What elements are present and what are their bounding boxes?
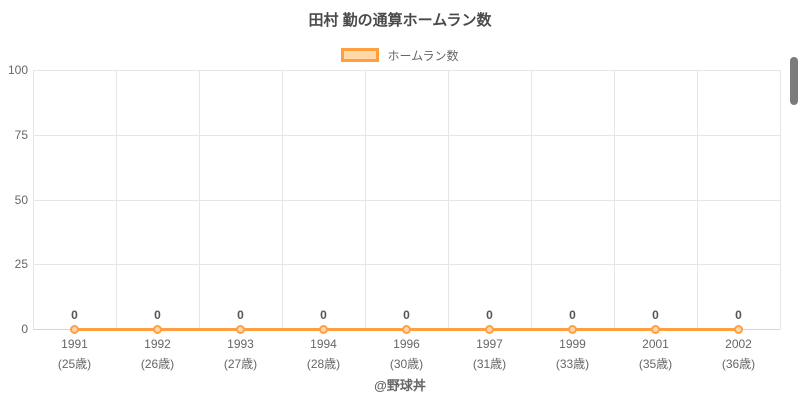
x-gridline — [614, 70, 615, 329]
data-point[interactable] — [402, 324, 411, 334]
x-gridline — [33, 70, 34, 329]
x-tick-year-label: 1991 — [61, 337, 88, 351]
data-point-label: 0 — [71, 308, 78, 322]
x-tick-year-label: 1992 — [144, 337, 171, 351]
x-tick-age-label: (28歳) — [306, 357, 341, 371]
chart-title: 田村 勤の通算ホームラン数 — [308, 12, 492, 29]
data-point[interactable] — [70, 324, 79, 334]
data-point[interactable] — [236, 324, 245, 334]
scrollbar-thumb[interactable] — [790, 57, 798, 105]
x-tick-age-label: (35歳) — [638, 357, 673, 371]
footer-credit: @野球丼 — [374, 378, 426, 393]
x-tick-age-label: (33歳) — [555, 357, 590, 371]
data-point[interactable] — [485, 324, 494, 334]
y-tick-label: 50 — [14, 192, 28, 207]
x-gridline — [697, 70, 698, 329]
y-gridline — [33, 134, 780, 136]
x-tick-year-label: 1994 — [310, 337, 337, 351]
x-tick-age-label: (30歳) — [389, 357, 424, 371]
data-point-label: 0 — [237, 308, 244, 322]
y-tick-label: 0 — [21, 322, 28, 336]
x-gridline — [448, 70, 449, 329]
x-tick-year-label: 1999 — [559, 337, 586, 351]
x-tick-year-label: 1993 — [227, 337, 254, 351]
legend-item-homeruns[interactable]: ホームラン数 — [0, 46, 800, 64]
plot-area — [33, 70, 781, 330]
x-tick-age-label: (25歳) — [57, 357, 92, 371]
data-point-label: 0 — [486, 308, 493, 322]
x-gridline — [116, 70, 117, 329]
y-gridline — [33, 199, 780, 201]
x-gridline — [282, 70, 283, 329]
x-tick-age-label: (26歳) — [140, 357, 175, 371]
data-point[interactable] — [319, 324, 328, 334]
x-tick-year-label: 1997 — [476, 337, 503, 351]
data-point-label: 0 — [569, 308, 576, 322]
x-tick-age-label: (27歳) — [223, 357, 258, 371]
data-point-label: 0 — [320, 308, 327, 322]
y-tick-label: 75 — [14, 127, 28, 142]
y-tick-label: 100 — [7, 63, 28, 77]
data-point-label: 0 — [652, 308, 659, 322]
y-gridline — [33, 70, 780, 71]
y-gridline — [33, 264, 780, 266]
data-point-label: 0 — [735, 308, 742, 322]
data-point[interactable] — [153, 324, 162, 334]
x-tick-year-label: 1996 — [393, 337, 420, 351]
data-point-label: 0 — [403, 308, 410, 322]
x-gridline — [365, 70, 366, 329]
data-point[interactable] — [734, 324, 743, 334]
x-gridline — [199, 70, 200, 329]
x-gridline — [531, 70, 532, 329]
legend-swatch — [341, 48, 380, 62]
x-gridline — [780, 70, 781, 329]
legend-label: ホームラン数 — [387, 48, 459, 63]
x-tick-age-label: (31歳) — [472, 357, 507, 371]
data-point-label: 0 — [154, 308, 161, 322]
x-tick-year-label: 2001 — [642, 337, 669, 351]
x-tick-age-label: (36歳) — [721, 357, 756, 371]
data-point[interactable] — [568, 324, 577, 334]
data-point[interactable] — [651, 324, 660, 334]
y-tick-label: 25 — [14, 257, 28, 272]
x-tick-year-label: 2002 — [725, 337, 752, 351]
